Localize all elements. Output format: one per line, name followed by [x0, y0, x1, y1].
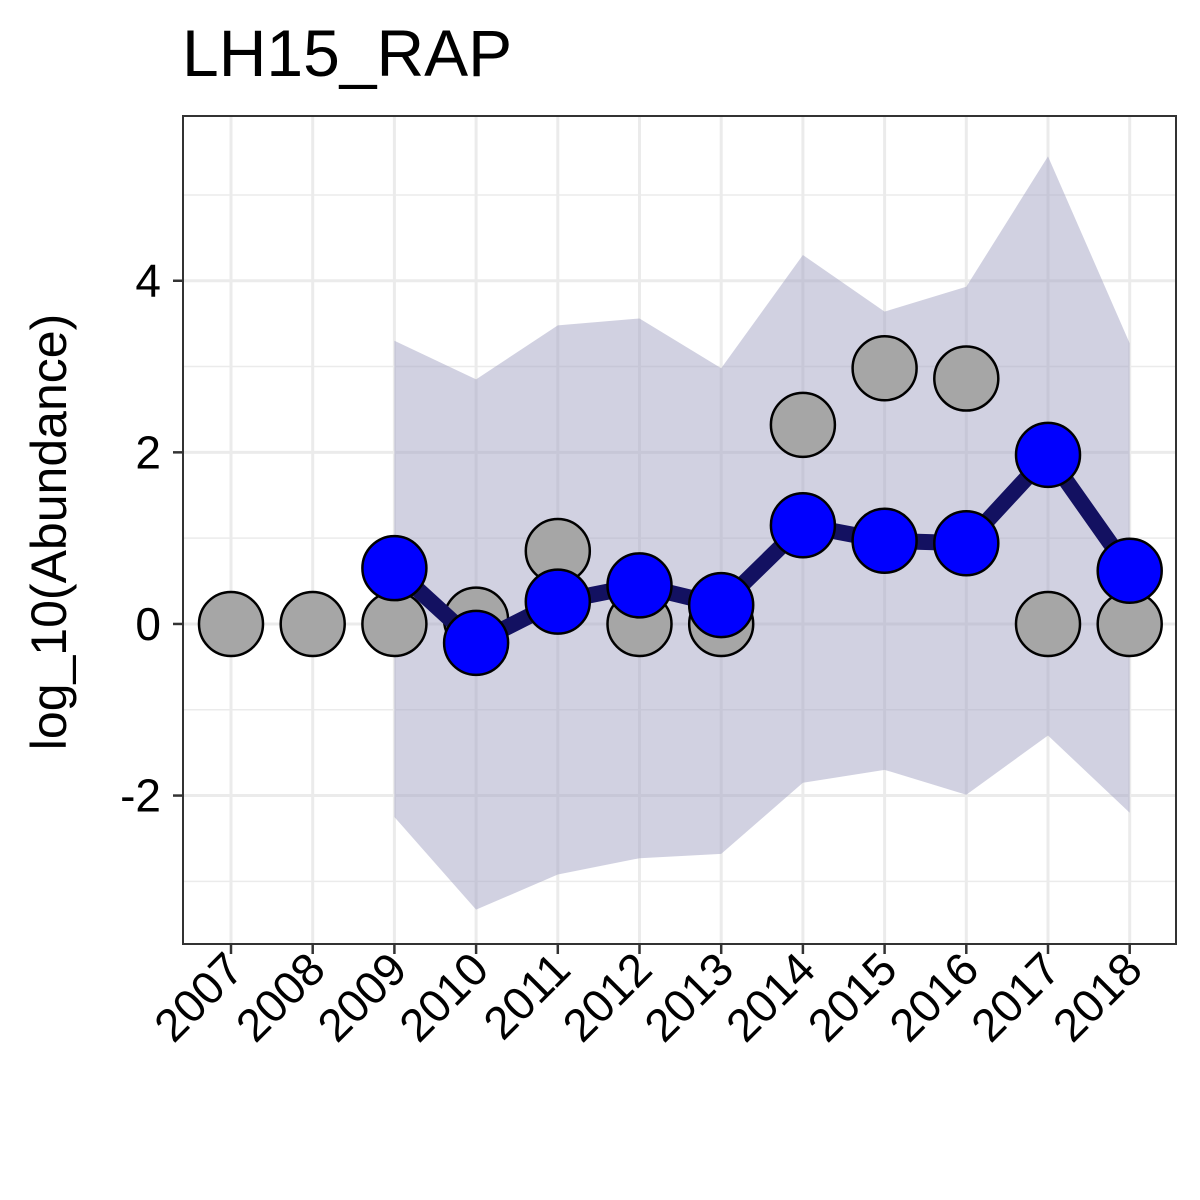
gray-point	[934, 347, 998, 411]
y-tick-label: -2	[120, 770, 161, 822]
blue-point	[771, 493, 835, 557]
y-tick-label: 0	[135, 598, 161, 650]
blue-point	[608, 553, 672, 617]
blue-point	[526, 570, 590, 634]
blue-point	[853, 509, 917, 573]
blue-point	[1016, 423, 1080, 487]
blue-point	[689, 573, 753, 637]
blue-point	[362, 536, 426, 600]
chart-title: LH15_RAP	[182, 16, 512, 90]
y-tick-label: 2	[135, 426, 161, 478]
gray-point	[1016, 592, 1080, 656]
y-tick-label: 4	[135, 255, 161, 307]
gray-point	[853, 336, 917, 400]
gray-point	[362, 592, 426, 656]
blue-point	[1098, 539, 1162, 603]
gray-point	[199, 592, 263, 656]
blue-point	[444, 611, 508, 675]
blue-point	[934, 511, 998, 575]
gray-point	[771, 393, 835, 457]
gray-point	[281, 592, 345, 656]
y-axis-label: log_10(Abundance)	[21, 314, 77, 750]
